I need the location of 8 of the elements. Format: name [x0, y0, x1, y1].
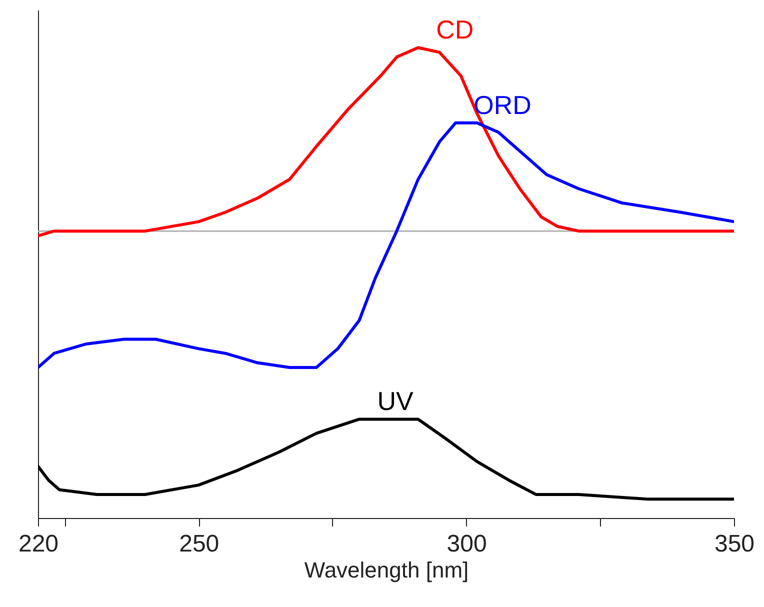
series-label: ORD: [474, 90, 532, 120]
series-label: UV: [377, 386, 414, 416]
x-tick-label: 250: [179, 530, 220, 558]
x-tick-label: 300: [446, 530, 487, 558]
x-tick-label: 220: [18, 530, 59, 558]
series-label: CD: [436, 14, 474, 45]
x-tick-label: 350: [714, 530, 755, 558]
x-axis-title: Wavelength [nm]: [304, 558, 469, 582]
